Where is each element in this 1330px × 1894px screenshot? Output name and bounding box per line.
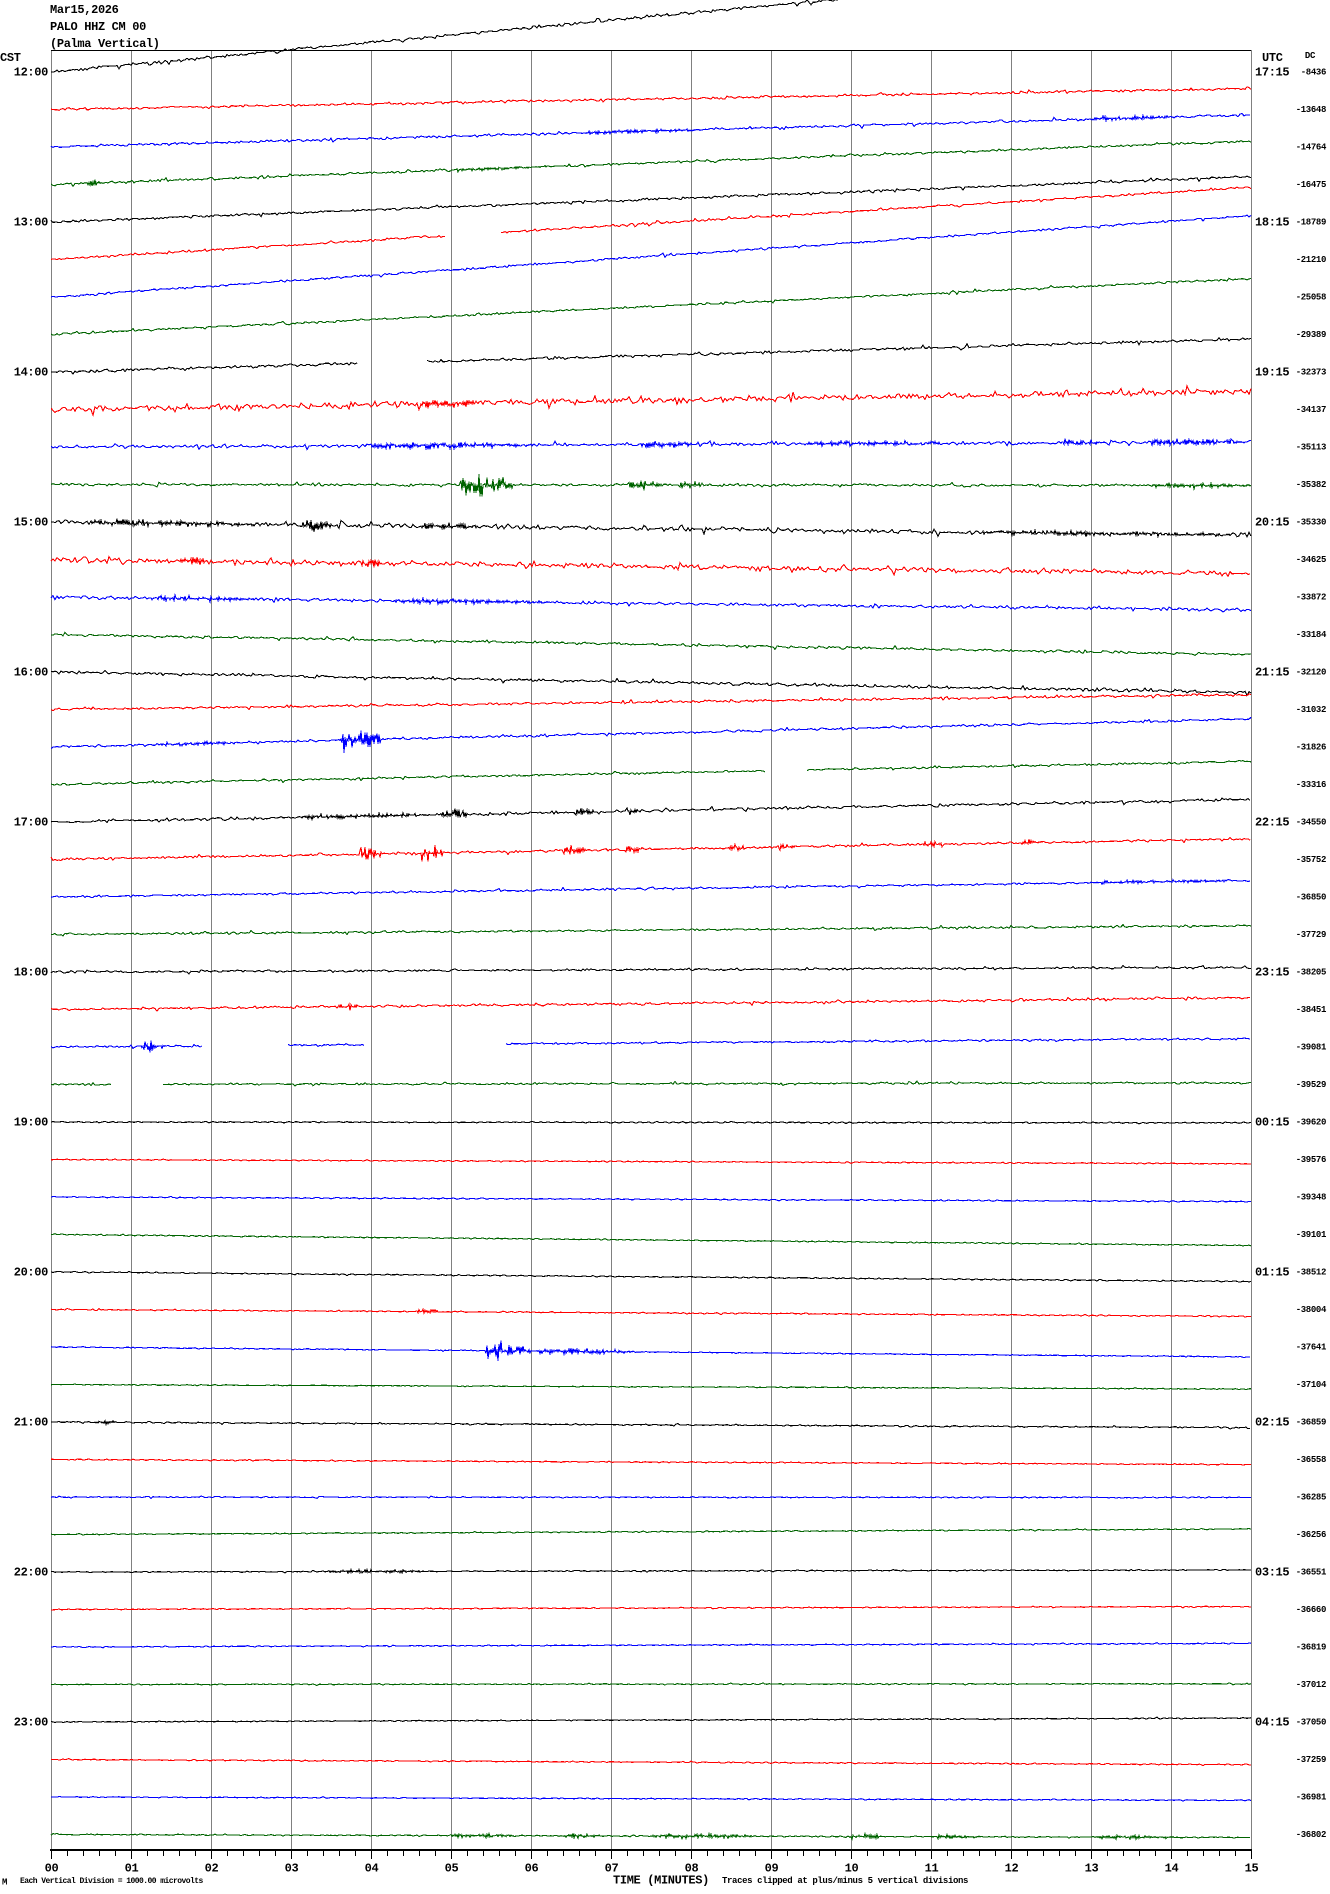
svg-text:15: 15 xyxy=(1245,1862,1259,1876)
svg-text:02:15: 02:15 xyxy=(1255,1416,1289,1430)
svg-text:-33872: -33872 xyxy=(1296,593,1326,603)
svg-text:15:00: 15:00 xyxy=(14,516,48,530)
svg-text:08: 08 xyxy=(685,1862,699,1876)
svg-text:04:15: 04:15 xyxy=(1255,1716,1289,1730)
svg-text:-35752: -35752 xyxy=(1296,855,1326,865)
svg-text:-37729: -37729 xyxy=(1296,930,1326,940)
svg-text:20:00: 20:00 xyxy=(14,1266,48,1280)
svg-text:21:00: 21:00 xyxy=(14,1416,48,1430)
svg-text:UTC: UTC xyxy=(1262,51,1283,65)
svg-text:PALO HHZ CM 00: PALO HHZ CM 00 xyxy=(50,20,146,34)
svg-text:-39576: -39576 xyxy=(1296,1155,1326,1165)
svg-text:18:15: 18:15 xyxy=(1255,216,1289,230)
svg-text:18:00: 18:00 xyxy=(14,966,48,980)
svg-text:11: 11 xyxy=(925,1862,939,1876)
svg-text:21:15: 21:15 xyxy=(1255,666,1289,680)
svg-text:CST: CST xyxy=(0,51,21,65)
svg-text:-39101: -39101 xyxy=(1296,1230,1327,1240)
svg-text:-38004: -38004 xyxy=(1296,1305,1327,1315)
svg-text:-16475: -16475 xyxy=(1296,180,1326,190)
svg-text:-37104: -37104 xyxy=(1296,1380,1327,1390)
svg-text:-33316: -33316 xyxy=(1296,780,1326,790)
svg-text:-32373: -32373 xyxy=(1296,368,1326,378)
svg-text:-37641: -37641 xyxy=(1296,1343,1327,1353)
svg-text:17:00: 17:00 xyxy=(14,816,48,830)
svg-text:Traces clipped at plus/minus 5: Traces clipped at plus/minus 5 vertical … xyxy=(722,1876,968,1886)
svg-text:-25058: -25058 xyxy=(1296,293,1326,303)
svg-text:17:15: 17:15 xyxy=(1255,66,1289,80)
svg-text:10: 10 xyxy=(845,1862,859,1876)
svg-text:05: 05 xyxy=(445,1862,459,1876)
svg-text:Each Vertical Division = 1000.: Each Vertical Division = 1000.00 microvo… xyxy=(20,1877,204,1886)
svg-text:-37012: -37012 xyxy=(1296,1680,1326,1690)
svg-text:01:15: 01:15 xyxy=(1255,1266,1289,1280)
svg-text:-29389: -29389 xyxy=(1296,330,1326,340)
svg-text:-36819: -36819 xyxy=(1296,1643,1326,1653)
svg-text:-31826: -31826 xyxy=(1296,743,1326,753)
svg-text:(Palma Vertical): (Palma Vertical) xyxy=(50,37,160,51)
svg-text:-39620: -39620 xyxy=(1296,1118,1326,1128)
svg-text:09: 09 xyxy=(765,1862,779,1876)
svg-text:M: M xyxy=(2,1878,7,1888)
svg-text:14:00: 14:00 xyxy=(14,366,48,380)
svg-text:06: 06 xyxy=(525,1862,539,1876)
svg-text:13: 13 xyxy=(1085,1862,1099,1876)
svg-text:-34550: -34550 xyxy=(1296,818,1326,828)
svg-text:-36558: -36558 xyxy=(1296,1455,1326,1465)
svg-text:-8436: -8436 xyxy=(1301,68,1326,78)
svg-text:23:15: 23:15 xyxy=(1255,966,1289,980)
svg-text:14: 14 xyxy=(1165,1862,1179,1876)
svg-text:12:00: 12:00 xyxy=(14,66,48,80)
svg-text:-36802: -36802 xyxy=(1296,1830,1326,1840)
svg-text:Mar15,2026: Mar15,2026 xyxy=(50,3,119,17)
svg-text:-35113: -35113 xyxy=(1296,443,1326,453)
svg-text:01: 01 xyxy=(125,1862,139,1876)
svg-text:-38205: -38205 xyxy=(1296,968,1326,978)
svg-text:04: 04 xyxy=(365,1862,379,1876)
svg-text:12: 12 xyxy=(1005,1862,1019,1876)
svg-text:03:15: 03:15 xyxy=(1255,1566,1289,1580)
svg-text:-33184: -33184 xyxy=(1296,630,1327,640)
svg-text:-36850: -36850 xyxy=(1296,893,1326,903)
svg-text:07: 07 xyxy=(605,1862,619,1876)
svg-text:23:00: 23:00 xyxy=(14,1716,48,1730)
svg-text:03: 03 xyxy=(285,1862,299,1876)
svg-text:13:00: 13:00 xyxy=(14,216,48,230)
svg-text:22:15: 22:15 xyxy=(1255,816,1289,830)
svg-text:-14764: -14764 xyxy=(1296,143,1327,153)
svg-text:19:00: 19:00 xyxy=(14,1116,48,1130)
svg-text:-36285: -36285 xyxy=(1296,1493,1326,1503)
svg-text:-36551: -36551 xyxy=(1296,1568,1327,1578)
svg-text:00: 00 xyxy=(45,1862,59,1876)
svg-text:16:00: 16:00 xyxy=(14,666,48,680)
svg-text:-36981: -36981 xyxy=(1296,1793,1327,1803)
svg-text:-32120: -32120 xyxy=(1296,668,1326,678)
svg-text:-38451: -38451 xyxy=(1296,1005,1327,1015)
svg-text:-37050: -37050 xyxy=(1296,1718,1326,1728)
svg-text:-21210: -21210 xyxy=(1296,255,1326,265)
svg-text:-38512: -38512 xyxy=(1296,1268,1326,1278)
svg-text:-31032: -31032 xyxy=(1296,705,1326,715)
svg-text:TIME (MINUTES): TIME (MINUTES) xyxy=(613,1874,709,1888)
svg-text:00:15: 00:15 xyxy=(1255,1116,1289,1130)
svg-text:-36660: -36660 xyxy=(1296,1605,1326,1615)
svg-text:-39081: -39081 xyxy=(1296,1043,1327,1053)
svg-text:-13648: -13648 xyxy=(1296,105,1326,115)
svg-text:DC: DC xyxy=(1305,51,1316,61)
svg-text:-18789: -18789 xyxy=(1296,218,1326,228)
svg-text:20:15: 20:15 xyxy=(1255,516,1289,530)
svg-text:-35330: -35330 xyxy=(1296,518,1326,528)
svg-text:-34625: -34625 xyxy=(1296,555,1326,565)
svg-text:-34137: -34137 xyxy=(1296,405,1326,415)
svg-text:-37259: -37259 xyxy=(1296,1755,1326,1765)
svg-text:-39529: -39529 xyxy=(1296,1080,1326,1090)
svg-text:-36256: -36256 xyxy=(1296,1530,1326,1540)
svg-text:19:15: 19:15 xyxy=(1255,366,1289,380)
svg-text:-36859: -36859 xyxy=(1296,1418,1326,1428)
svg-text:-39348: -39348 xyxy=(1296,1193,1326,1203)
svg-text:02: 02 xyxy=(205,1862,219,1876)
svg-text:22:00: 22:00 xyxy=(14,1566,48,1580)
svg-text:-35382: -35382 xyxy=(1296,480,1326,490)
